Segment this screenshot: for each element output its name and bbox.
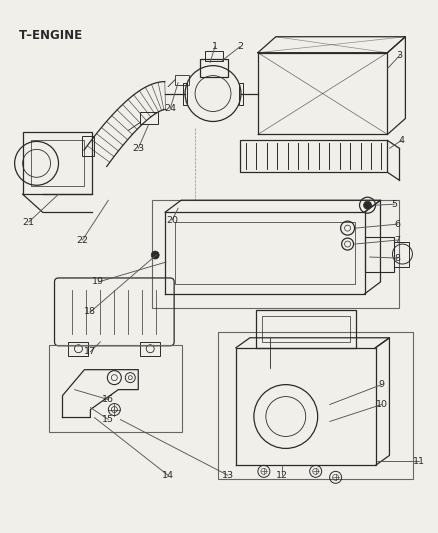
Circle shape xyxy=(151,251,159,259)
Bar xyxy=(175,75,189,85)
Text: 13: 13 xyxy=(222,471,234,480)
Bar xyxy=(256,310,356,348)
Bar xyxy=(82,136,95,156)
Bar xyxy=(152,200,399,308)
Text: 4: 4 xyxy=(399,136,404,145)
Bar xyxy=(175,222,355,284)
Bar xyxy=(395,242,410,267)
Text: 8: 8 xyxy=(395,254,400,263)
Bar xyxy=(240,140,388,172)
Bar xyxy=(364,237,395,272)
Bar xyxy=(218,332,413,479)
Bar xyxy=(31,140,85,186)
Text: 14: 14 xyxy=(162,471,174,480)
Bar xyxy=(23,132,92,194)
Text: 1: 1 xyxy=(212,42,218,51)
Text: 15: 15 xyxy=(102,415,114,424)
Text: 11: 11 xyxy=(413,457,425,466)
Text: 24: 24 xyxy=(164,104,176,113)
Text: 9: 9 xyxy=(378,380,385,389)
Text: 6: 6 xyxy=(395,220,400,229)
Text: 17: 17 xyxy=(85,347,96,356)
Text: 7: 7 xyxy=(395,236,400,245)
Text: 3: 3 xyxy=(396,51,403,60)
Circle shape xyxy=(364,201,371,209)
Text: 2: 2 xyxy=(237,42,243,51)
Bar xyxy=(262,316,350,342)
Bar xyxy=(200,59,228,77)
Text: 22: 22 xyxy=(77,236,88,245)
Bar xyxy=(140,112,158,124)
Text: 23: 23 xyxy=(132,144,144,153)
Bar xyxy=(239,83,243,104)
Text: 12: 12 xyxy=(276,471,288,480)
Bar xyxy=(49,345,182,432)
Text: 19: 19 xyxy=(92,278,104,286)
Text: 20: 20 xyxy=(166,216,178,224)
Text: 18: 18 xyxy=(85,308,96,317)
Bar xyxy=(140,342,160,356)
Bar xyxy=(183,83,187,104)
Text: 5: 5 xyxy=(392,200,397,209)
Text: 21: 21 xyxy=(23,217,35,227)
Bar xyxy=(68,342,88,356)
Text: 10: 10 xyxy=(375,400,388,409)
Bar xyxy=(205,51,223,61)
Text: T–ENGINE: T–ENGINE xyxy=(19,29,83,42)
Text: 16: 16 xyxy=(102,395,114,404)
